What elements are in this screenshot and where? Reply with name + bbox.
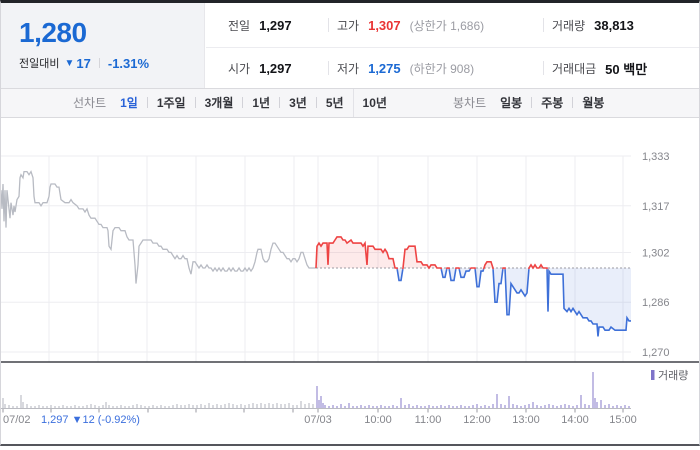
x-axis-label: 11:00 [415, 414, 442, 426]
x-axis-label: 13:00 [512, 414, 540, 426]
tab-1일[interactable]: 1일 [120, 96, 138, 110]
svg-text:1,286: 1,286 [642, 297, 670, 309]
down-triangle-icon: ▼ [64, 57, 75, 69]
tab-separator [531, 97, 533, 108]
today-price-line-above-ref [315, 236, 549, 270]
tab-separator [279, 97, 281, 108]
line-chart-group-label: 선차트 [73, 96, 107, 110]
tab-5년[interactable]: 5년 [325, 96, 344, 110]
change-label: 전일대비 [19, 58, 60, 70]
divider [206, 47, 699, 48]
divider [98, 58, 100, 68]
line-chart-tab-group: 선차트 1일 1주일 3개월 1년 3년 5년 10년 [73, 89, 387, 117]
divider [328, 18, 329, 32]
stat-label: 전일 [228, 18, 251, 33]
chart-toolbar: 선차트 1일 1주일 3개월 1년 3년 5년 10년 봉차트 일봉 주봉 월봉 [1, 88, 699, 118]
volume-legend-swatch [651, 370, 655, 380]
line-chart-tabs: 1일 1주일 3개월 1년 3년 5년 10년 [120, 94, 387, 111]
stat-value: 1,297 [259, 17, 292, 33]
divider [543, 18, 544, 32]
candle-chart-group-label: 봉차트 [453, 96, 487, 110]
tab-3개월[interactable]: 3개월 [204, 96, 234, 110]
stat-label: 거래대금 [552, 61, 597, 76]
candle-chart-tab-group: 봉차트 일봉 주봉 월봉 [453, 89, 604, 117]
volume-legend-label: 거래량 [658, 369, 688, 382]
svg-text:1,270: 1,270 [642, 347, 670, 359]
stat-high: 고가 1,307 (상한가 1,686) [337, 3, 484, 47]
price-header: 1,280 전일대비 ▼ 17 -1.31% 전일 1,297 고가 1,307… [1, 3, 699, 88]
stat-value: 1,275 [368, 60, 401, 76]
tab-월봉[interactable]: 월봉 [582, 96, 605, 110]
tab-주봉[interactable]: 주봉 [541, 96, 564, 110]
stat-label: 거래량 [552, 18, 586, 33]
today-gain-area [316, 236, 631, 268]
stats-row-2: 시가 1,297 저가 1,275 (하한가 908) 거래대금 50 백만 [206, 48, 699, 88]
volume-bars [2, 372, 630, 408]
tab-separator [572, 97, 574, 108]
stat-label: 저가 [337, 61, 360, 76]
stat-value: 1,297 [259, 60, 292, 76]
change-percent: -1.31% [107, 55, 150, 71]
stat-value: 50 백만 [605, 61, 648, 77]
tab-10년[interactable]: 10년 [362, 96, 387, 110]
stat-trading-value: 거래대금 50 백만 [552, 48, 647, 88]
x-axis-label: 14:00 [561, 414, 589, 426]
stat-open: 시가 1,297 [228, 48, 292, 88]
stat-low: 저가 1,275 (하한가 908) [337, 48, 474, 88]
stat-prev-close: 전일 1,297 [228, 3, 292, 47]
stat-label: 고가 [337, 18, 360, 33]
today-loss-area [316, 268, 631, 337]
stat-value: 1,307 [368, 17, 401, 33]
price-volume-chart[interactable]: 1,333 1,317 1,302 1,286 1,270 07/02 1,297 ▼12 … [1, 118, 699, 444]
tab-3년[interactable]: 3년 [289, 96, 307, 110]
stat-extra: (상한가 1,686) [409, 18, 485, 33]
change-row: 전일대비 ▼ 17 -1.31% [19, 55, 149, 71]
tab-1년[interactable]: 1년 [252, 96, 271, 110]
x-axis-label: 12:00 [463, 414, 491, 426]
stat-volume: 거래량 38,813 [552, 3, 634, 47]
x-axis-labels: 07/02 1,297 ▼12 (-0.92%) 07/03 10:00 11:00 12… [3, 414, 637, 426]
today-price-line-below-ref [396, 269, 631, 337]
x-axis-label: 07/03 [304, 414, 332, 426]
current-price: 1,280 [19, 17, 87, 48]
svg-text:1,317: 1,317 [642, 201, 670, 213]
svg-text:1,333: 1,333 [642, 151, 670, 163]
candle-chart-tabs: 일봉 주봉 월봉 [500, 94, 604, 111]
divider [543, 61, 544, 75]
x-axis-label: 15:00 [609, 414, 637, 426]
y-axis-labels: 1,333 1,317 1,302 1,286 1,270 [642, 151, 670, 359]
x-axis-label: 10:00 [364, 414, 392, 426]
toolbar-divider [353, 89, 354, 117]
prev-day-price-line [1, 170, 316, 284]
tab-일봉[interactable]: 일봉 [500, 96, 523, 110]
stat-value: 38,813 [594, 17, 634, 33]
svg-text:1,302: 1,302 [642, 247, 670, 259]
volume-legend: 거래량 [651, 369, 688, 382]
tab-separator [315, 97, 317, 108]
x-axis-label: 1,297 ▼12 (-0.92%) [41, 414, 140, 426]
tab-1주일[interactable]: 1주일 [156, 96, 186, 110]
x-axis-label: 07/02 [3, 414, 31, 426]
tab-separator [194, 97, 196, 108]
stat-label: 시가 [228, 61, 251, 76]
stat-extra: (하한가 908) [409, 61, 475, 76]
x-axis-ticks [2, 409, 624, 413]
change-value: 17 [76, 55, 91, 71]
tab-separator [242, 97, 244, 108]
divider [328, 61, 329, 75]
price-summary: 1,280 전일대비 ▼ 17 -1.31% [1, 3, 205, 88]
stats-row-1: 전일 1,297 고가 1,307 (상한가 1,686) 거래량 38,813 [206, 3, 699, 47]
tab-separator [146, 97, 148, 108]
